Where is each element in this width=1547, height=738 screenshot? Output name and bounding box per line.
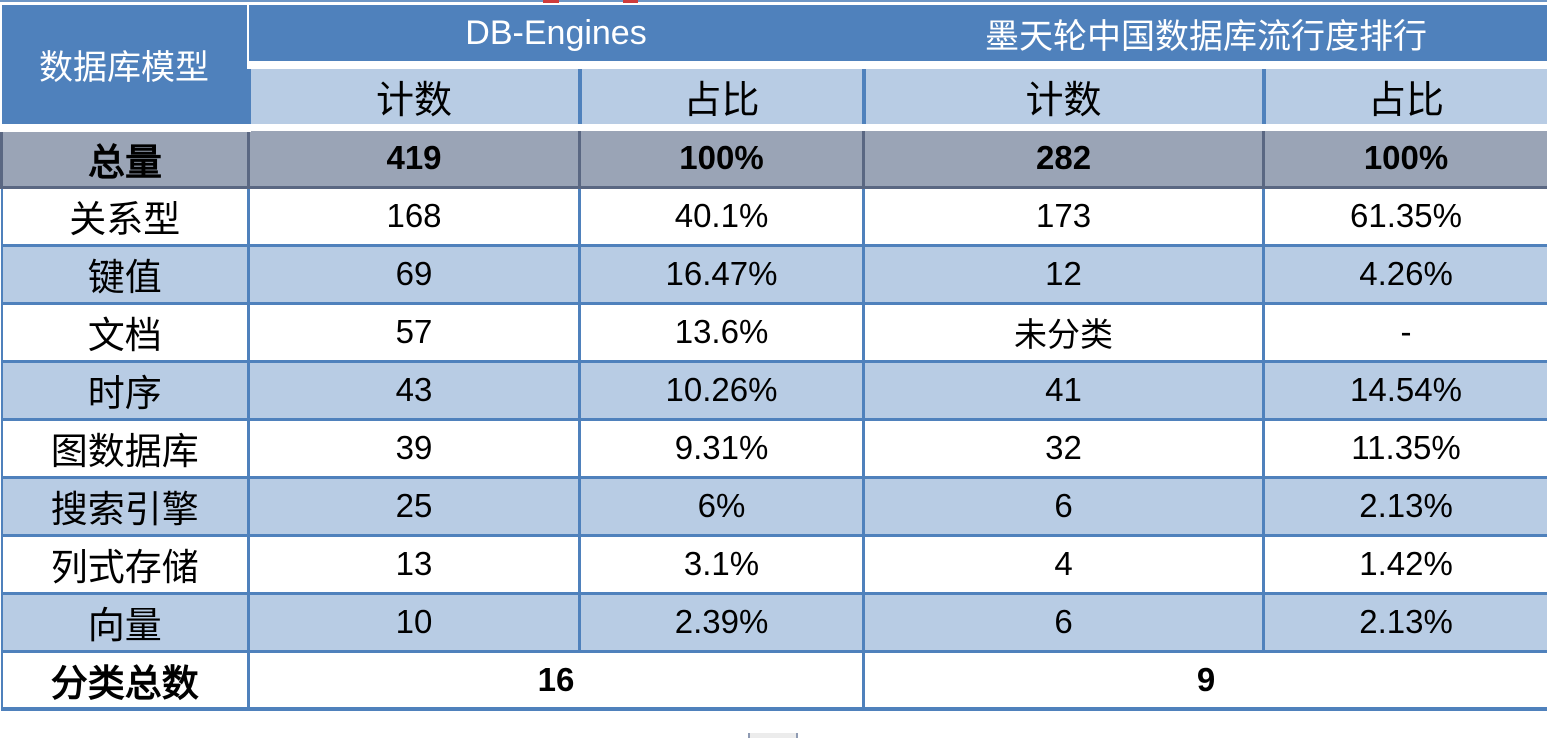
table-row-graph: 图数据库 39 9.31% 32 11.35% [0, 417, 1547, 479]
cell-modb-count: 32 [862, 417, 1266, 479]
table-row-relational: 关系型 168 40.1% 173 61.35% [0, 185, 1547, 247]
subheader-modb-share: 占比 [1261, 65, 1547, 131]
cell-dbengines-count: 168 [247, 185, 581, 247]
total-row: 总量 419 100% 282 100% [0, 126, 1547, 189]
cell-modb-count: 未分类 [862, 301, 1266, 363]
cell-modb-share: 1.42% [1262, 533, 1547, 595]
cell-dbengines-share: 3.1% [577, 533, 866, 595]
cell-dbengines-count: 57 [247, 301, 581, 363]
row-label: 键值 [0, 243, 250, 305]
header-group-modb: 墨天轮中国数据库流行度排行 [863, 5, 1547, 69]
cell-modb-count: 6 [862, 475, 1266, 537]
cell-modb-count: 12 [862, 243, 1266, 305]
cell-modb-share: 11.35% [1262, 417, 1547, 479]
cell-modb-share: 4.26% [1262, 243, 1547, 305]
row-label: 文档 [0, 301, 250, 363]
cell-dbengines-share: 16.47% [577, 243, 866, 305]
row-label: 向量 [0, 591, 250, 653]
cell-modb-share: 2.13% [1262, 591, 1547, 653]
table-row-vector: 向量 10 2.39% 6 2.13% [0, 591, 1547, 653]
total-modb-count: 282 [862, 126, 1266, 189]
subheader-dbengines-count: 计数 [246, 65, 582, 131]
cell-dbengines-count: 69 [247, 243, 581, 305]
row-label: 关系型 [0, 185, 250, 247]
category-total-dbengines: 16 [246, 649, 866, 711]
db-model-comparison-table: 数据库模型 DB-Engines 墨天轮中国数据库流行度排行 计数 占比 计数 … [0, 5, 1547, 711]
subheader-dbengines-share: 占比 [577, 65, 866, 131]
cell-modb-count: 173 [862, 185, 1266, 247]
cell-dbengines-count: 39 [247, 417, 581, 479]
category-total-label: 分类总数 [0, 649, 250, 711]
header-group-row: 数据库模型 DB-Engines 墨天轮中国数据库流行度排行 [1, 5, 1547, 132]
table-row-search: 搜索引擎 25 6% 6 2.13% [0, 475, 1547, 537]
cropped-top-rule [0, 0, 1547, 2]
table-row-columnar: 列式存储 13 3.1% 4 1.42% [0, 533, 1547, 595]
table-row-timeseries: 时序 43 10.26% 41 14.54% [0, 359, 1547, 421]
cell-modb-count: 6 [862, 591, 1266, 653]
cell-modb-share: - [1262, 301, 1547, 363]
cell-dbengines-share: 10.26% [577, 359, 866, 421]
total-dbengines-count: 419 [247, 126, 581, 189]
row-label: 搜索引擎 [0, 475, 250, 537]
cell-modb-count: 41 [862, 359, 1266, 421]
row-label: 列式存储 [0, 533, 250, 595]
total-row-label: 总量 [0, 126, 250, 189]
cell-dbengines-share: 9.31% [577, 417, 866, 479]
cropped-red-mark-right [623, 0, 638, 3]
subheader-modb-count: 计数 [861, 65, 1266, 131]
horizontal-scrollbar-thumb[interactable] [748, 733, 798, 738]
cell-dbengines-count: 13 [247, 533, 581, 595]
cell-dbengines-share: 13.6% [577, 301, 866, 363]
cell-dbengines-count: 10 [247, 591, 581, 653]
cell-modb-count: 4 [862, 533, 1266, 595]
total-modb-share: 100% [1262, 126, 1547, 189]
header-subrow: 计数 占比 计数 占比 [2, 65, 1547, 131]
cell-dbengines-count: 25 [247, 475, 581, 537]
header-group-dbengines: DB-Engines [248, 5, 864, 69]
cropped-red-mark-left [543, 0, 559, 3]
cell-modb-share: 61.35% [1262, 185, 1547, 247]
header-model-column: 数据库模型 [1, 5, 249, 132]
cell-dbengines-share: 2.39% [577, 591, 866, 653]
row-label: 图数据库 [0, 417, 250, 479]
table-row-keyvalue: 键值 69 16.47% 12 4.26% [0, 243, 1547, 305]
cell-modb-share: 14.54% [1262, 359, 1547, 421]
category-total-row: 分类总数 16 9 [0, 649, 1547, 711]
cell-dbengines-share: 6% [577, 475, 866, 537]
cell-dbengines-share: 40.1% [577, 185, 866, 247]
category-total-modb: 9 [862, 649, 1547, 711]
cell-dbengines-count: 43 [247, 359, 581, 421]
row-label: 时序 [0, 359, 250, 421]
cell-modb-share: 2.13% [1262, 475, 1547, 537]
total-dbengines-share: 100% [577, 126, 866, 189]
table-row-document: 文档 57 13.6% 未分类 - [0, 301, 1547, 363]
